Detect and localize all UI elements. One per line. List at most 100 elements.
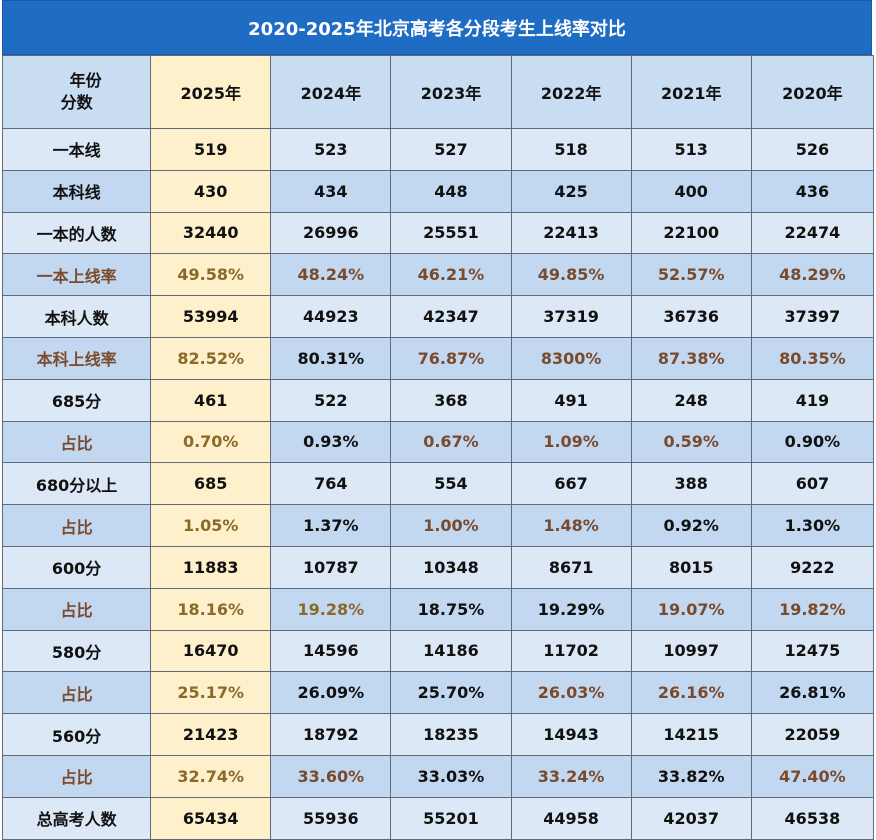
- table-row: 占比 1.05% 1.37% 1.00% 1.48% 0.92% 1.30%: [1, 504, 875, 547]
- table-cell: 25551: [390, 211, 512, 255]
- table-cell: 18.75%: [390, 587, 512, 631]
- table-cell: 26996: [270, 211, 392, 255]
- table-cell: 526: [750, 128, 875, 171]
- table-cell: 19.28%: [270, 587, 392, 631]
- year-header-2020: 2020年: [750, 55, 875, 129]
- table-row: 685分 461 522 368 491 248 419: [1, 378, 875, 422]
- table-cell: 0.70%: [150, 420, 272, 464]
- table-cell: 368: [390, 378, 512, 422]
- table-cell: 80.35%: [750, 336, 875, 380]
- table-cell: 19.07%: [630, 587, 752, 631]
- row-label: 本科上线率: [1, 336, 152, 380]
- admission-rate-table: 年份 分数 2025年 2024年 2023年 2022年 2021年 2020…: [1, 55, 875, 840]
- corner-score-label: 分数: [60, 93, 93, 112]
- table-cell: 33.03%: [390, 754, 512, 798]
- table-cell: 10997: [630, 629, 752, 673]
- row-label: 本科线: [1, 169, 152, 213]
- table-cell: 42037: [630, 796, 752, 840]
- table-cell: 19.29%: [510, 587, 632, 631]
- table-row: 560分 21423 18792 18235 14943 14215 22059: [1, 713, 875, 756]
- table-row: 占比 0.70% 0.93% 0.67% 1.09% 0.59% 0.90%: [1, 420, 875, 464]
- table-cell: 419: [750, 378, 875, 422]
- table-cell: 76.87%: [390, 336, 512, 380]
- row-label: 580分: [1, 629, 152, 673]
- table-cell: 25.70%: [390, 671, 512, 715]
- table-cell: 65434: [150, 796, 272, 840]
- table-cell: 26.03%: [510, 671, 632, 715]
- table-cell: 764: [270, 462, 392, 506]
- table-cell: 522: [270, 378, 392, 422]
- table-cell: 32440: [150, 211, 272, 255]
- table-row: 680分以上 685 764 554 667 388 607: [1, 462, 875, 506]
- table-cell: 82.52%: [150, 336, 272, 380]
- table-title: 2020-2025年北京高考各分段考生上线率对比: [2, 0, 872, 55]
- table-cell: 22100: [630, 211, 752, 255]
- row-label: 占比: [1, 420, 152, 464]
- table-cell: 1.30%: [750, 504, 875, 547]
- table-cell: 33.60%: [270, 754, 392, 798]
- row-label: 占比: [1, 587, 152, 631]
- table-row: 本科线 430 434 448 425 400 436: [1, 169, 875, 213]
- table-row: 占比 18.16% 19.28% 18.75% 19.29% 19.07% 19.82%: [1, 587, 875, 631]
- year-header-2025: 2025年: [150, 55, 272, 129]
- table-cell: 37319: [510, 295, 632, 338]
- table-cell: 527: [390, 128, 512, 171]
- table-cell: 25.17%: [150, 671, 272, 715]
- row-label: 600分: [1, 545, 152, 589]
- table-cell: 448: [390, 169, 512, 213]
- row-label: 685分: [1, 378, 152, 422]
- table-cell: 55201: [390, 796, 512, 840]
- table-cell: 8300%: [510, 336, 632, 380]
- table-cell: 436: [750, 169, 875, 213]
- table-cell: 12475: [750, 629, 875, 673]
- table-cell: 434: [270, 169, 392, 213]
- table-cell: 55936: [270, 796, 392, 840]
- table-cell: 87.38%: [630, 336, 752, 380]
- row-label: 占比: [1, 754, 152, 798]
- corner-cell: 年份 分数: [1, 55, 152, 129]
- row-label: 一本线: [1, 128, 152, 171]
- table-row: 一本的人数 32440 26996 25551 22413 22100 22474: [1, 211, 875, 255]
- table-cell: 1.05%: [150, 504, 272, 547]
- table-cell: 22474: [750, 211, 875, 255]
- table-row: 一本线 519 523 527 518 513 526: [1, 128, 875, 171]
- table-cell: 11883: [150, 545, 272, 589]
- table-cell: 19.82%: [750, 587, 875, 631]
- table-cell: 14596: [270, 629, 392, 673]
- row-label: 一本的人数: [1, 211, 152, 255]
- table-cell: 1.00%: [390, 504, 512, 547]
- table-cell: 49.58%: [150, 253, 272, 297]
- table-cell: 80.31%: [270, 336, 392, 380]
- year-header-2021: 2021年: [630, 55, 752, 129]
- row-label: 本科人数: [1, 295, 152, 338]
- table-cell: 1.09%: [510, 420, 632, 464]
- table-cell: 14186: [390, 629, 512, 673]
- row-label: 占比: [1, 671, 152, 715]
- row-label: 560分: [1, 713, 152, 756]
- table-cell: 14215: [630, 713, 752, 756]
- table-cell: 425: [510, 169, 632, 213]
- table-cell: 36736: [630, 295, 752, 338]
- table-row: 占比 25.17% 26.09% 25.70% 26.03% 26.16% 26.81%: [1, 671, 875, 715]
- table-cell: 48.24%: [270, 253, 392, 297]
- year-header-2023: 2023年: [390, 55, 512, 129]
- table-cell: 26.81%: [750, 671, 875, 715]
- table-cell: 248: [630, 378, 752, 422]
- table-cell: 14943: [510, 713, 632, 756]
- table-row: 580分 16470 14596 14186 11702 10997 12475: [1, 629, 875, 673]
- table-cell: 46.21%: [390, 253, 512, 297]
- table-cell: 44958: [510, 796, 632, 840]
- table-row: 总高考人数 65434 55936 55201 44958 42037 46538: [1, 796, 875, 840]
- table-cell: 32.74%: [150, 754, 272, 798]
- table-cell: 1.48%: [510, 504, 632, 547]
- table-cell: 0.93%: [270, 420, 392, 464]
- table-cell: 16470: [150, 629, 272, 673]
- year-header-2022: 2022年: [510, 55, 632, 129]
- table-cell: 44923: [270, 295, 392, 338]
- table-cell: 388: [630, 462, 752, 506]
- table-cell: 430: [150, 169, 272, 213]
- table-cell: 22413: [510, 211, 632, 255]
- table-cell: 33.24%: [510, 754, 632, 798]
- table-cell: 53994: [150, 295, 272, 338]
- table-cell: 513: [630, 128, 752, 171]
